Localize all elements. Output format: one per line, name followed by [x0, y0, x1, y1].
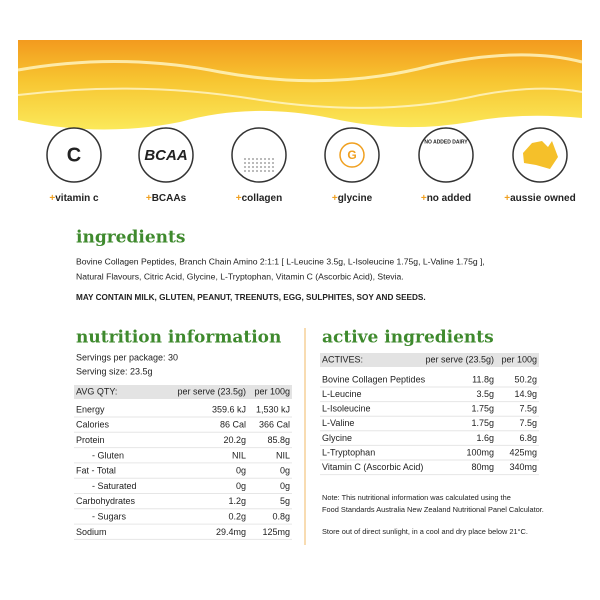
- cell: 0g: [236, 481, 246, 491]
- icon-label: +BCAAs: [146, 193, 187, 204]
- cell: 366 Cal: [259, 420, 290, 430]
- serving-size: Serving size: 23.5g: [76, 366, 153, 376]
- column-header: per 100g: [501, 354, 537, 364]
- label: collagen: [242, 193, 283, 204]
- cell: Bovine Collagen Peptides: [322, 374, 426, 384]
- cell: - Saturated: [92, 481, 137, 491]
- icon-symbol: NO ADDED DAIRY: [424, 139, 468, 145]
- servings: Servings per package: 30: [76, 352, 178, 362]
- cell: Carbohydrates: [76, 496, 136, 506]
- icon-circle: [418, 127, 474, 183]
- note: Note: This nutritional information was c…: [322, 493, 511, 502]
- cell: Calories: [76, 420, 110, 430]
- cell: Energy: [76, 404, 105, 414]
- cell: 0.8g: [272, 511, 290, 521]
- cell: Glycine: [322, 433, 352, 443]
- heading: active ingredients: [322, 328, 494, 348]
- cell: L-Tryptophan: [322, 447, 375, 457]
- label: no added: [427, 193, 471, 204]
- cell: NIL: [232, 450, 246, 460]
- cell: 100mg: [466, 447, 494, 457]
- cell: 1.75g: [471, 404, 494, 414]
- icon-map: [523, 141, 558, 169]
- icon-circle: [138, 127, 194, 183]
- cell: 20.2g: [223, 435, 246, 445]
- cell: - Gluten: [92, 450, 124, 460]
- cell: 0g: [280, 481, 290, 491]
- cell: 340mg: [509, 462, 537, 472]
- column-header: per serve (23.5g): [177, 386, 246, 396]
- heading: nutrition information: [76, 328, 281, 348]
- cell: 80mg: [471, 462, 494, 472]
- cell: Protein: [76, 435, 105, 445]
- cell: - Sugars: [92, 511, 127, 521]
- icon-label: +glycine: [332, 193, 373, 204]
- cell: 1.6g: [476, 433, 494, 443]
- bullet: +: [332, 193, 338, 204]
- icon-label: +collagen: [236, 193, 282, 204]
- cell: 85.8g: [267, 435, 290, 445]
- cell: 3.5g: [476, 389, 494, 399]
- icon-circle: [324, 127, 380, 183]
- icon-circle: [231, 127, 287, 183]
- cell: NIL: [276, 450, 290, 460]
- cell: 6.8g: [519, 433, 537, 443]
- cell: 1,530 kJ: [256, 404, 290, 414]
- bullet: +: [236, 193, 242, 204]
- ingredients-line: Bovine Collagen Peptides, Branch Chain A…: [76, 256, 485, 266]
- cell: 29.4mg: [216, 527, 246, 537]
- cell: Sodium: [76, 527, 107, 537]
- icon-label: +vitamin c: [49, 193, 99, 204]
- cell: 0.2g: [228, 511, 246, 521]
- bullet: +: [146, 193, 152, 204]
- cell: 359.6 kJ: [212, 404, 246, 414]
- icon-symbol: C: [67, 144, 81, 166]
- column-header: per 100g: [254, 386, 290, 396]
- bullet: +: [504, 193, 510, 204]
- cell: Fat - Total: [76, 466, 116, 476]
- icon-label: +no added: [421, 193, 471, 204]
- cell: L-Isoleucine: [322, 404, 371, 414]
- header-row: [320, 353, 539, 367]
- bullet: +: [421, 193, 427, 204]
- header-row: [74, 385, 292, 399]
- cell: 50.2g: [514, 374, 537, 384]
- cell: 1.2g: [228, 496, 246, 506]
- label: BCAAs: [152, 193, 187, 204]
- bullet: +: [49, 193, 55, 204]
- column-header: ACTIVES:: [322, 354, 363, 364]
- column-header: AVG QTY:: [76, 386, 117, 396]
- cell: 125mg: [262, 527, 290, 537]
- cell: L-Valine: [322, 418, 354, 428]
- icon-ring: [339, 142, 365, 168]
- cell: 425mg: [509, 447, 537, 457]
- cell: 7.5g: [519, 418, 537, 428]
- cell: 14.9g: [514, 389, 537, 399]
- allergens: MAY CONTAIN MILK, GLUTEN, PEANUT, TREENU…: [76, 293, 426, 302]
- cell: 86 Cal: [220, 420, 246, 430]
- icon-symbol: G: [347, 148, 356, 162]
- cell: 7.5g: [519, 404, 537, 414]
- icon-label: +aussie owned: [504, 193, 575, 204]
- column-header: per serve (23.5g): [425, 354, 494, 364]
- heading: ingredients: [76, 228, 185, 248]
- label: vitamin c: [55, 193, 99, 204]
- cell: Vitamin C (Ascorbic Acid): [322, 462, 423, 472]
- cell: L-Leucine: [322, 389, 362, 399]
- icon-symbol: BCAA: [144, 147, 187, 164]
- ingredients-line: Natural Flavours, Citric Acid, Glycine, …: [76, 271, 404, 281]
- storage: Store out of direct sunlight, in a cool …: [322, 527, 528, 536]
- banner: [17, 40, 583, 130]
- cell: 0g: [280, 466, 290, 476]
- cell: 11.8g: [472, 374, 494, 384]
- note: Food Standards Australia New Zealand Nut…: [322, 505, 544, 514]
- cell: 1.75g: [471, 418, 494, 428]
- cell: 0g: [236, 466, 246, 476]
- cell: 5g: [280, 496, 290, 506]
- icon-circle: [46, 127, 102, 183]
- label: aussie owned: [510, 193, 576, 204]
- label: glycine: [338, 193, 373, 204]
